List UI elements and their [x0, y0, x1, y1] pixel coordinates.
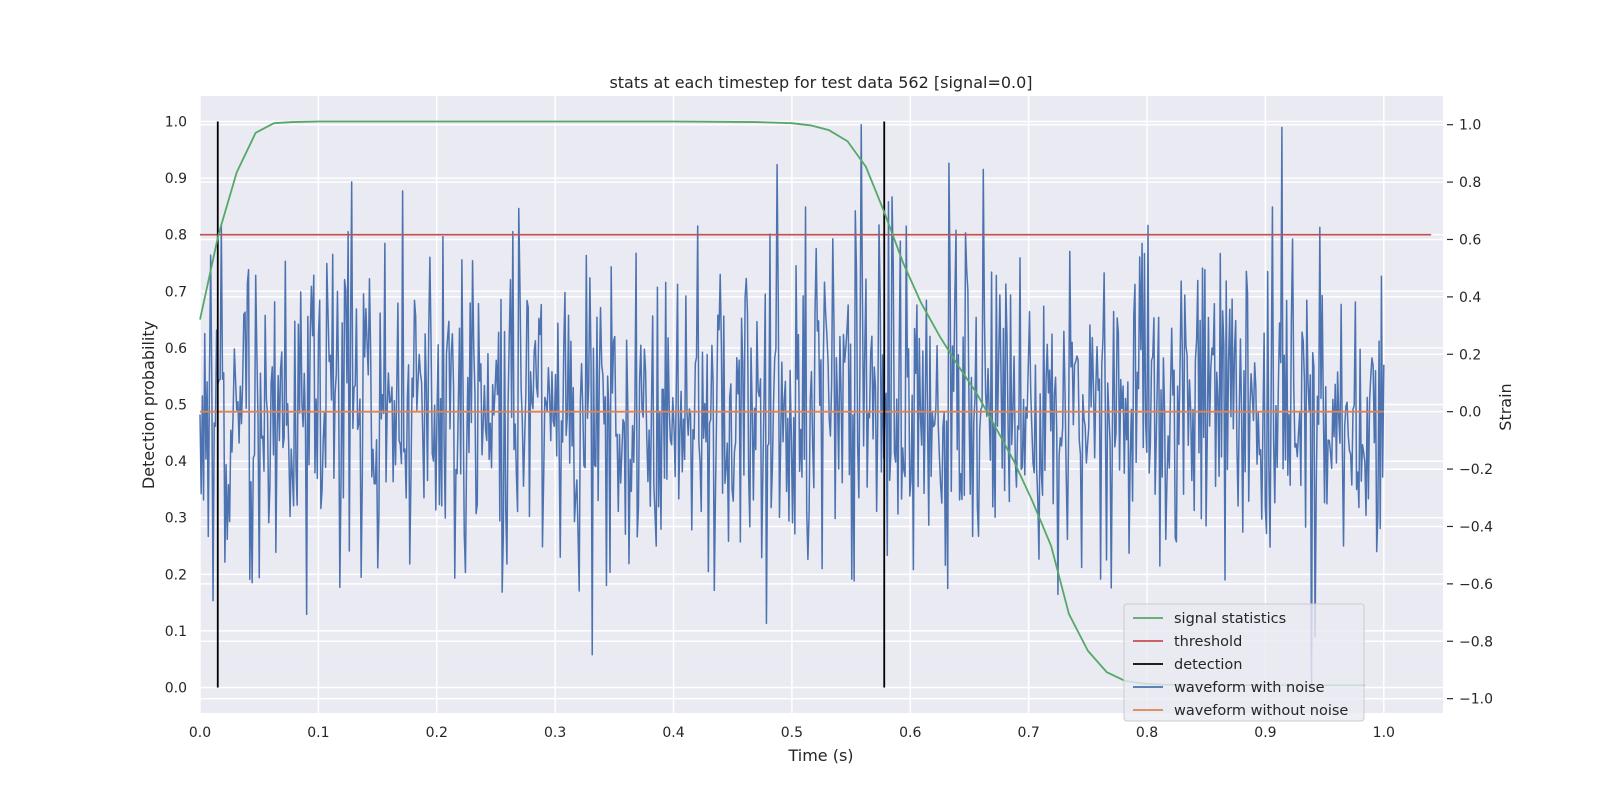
y-left-tick-label: 0.4 [165, 454, 187, 470]
y-left-tick-label: 0.6 [165, 341, 187, 357]
legend-label: signal statistics [1174, 611, 1286, 627]
x-tick-label: 1.0 [1373, 725, 1395, 741]
y-right-tick-label: −1.0 [1459, 692, 1493, 708]
y-left-tick-label: 1.0 [165, 114, 187, 130]
y-left-tick-label: 0.3 [165, 511, 187, 527]
y-right-tick-label: 0.6 [1459, 232, 1481, 248]
y-left-tick-label: 0.2 [165, 567, 187, 583]
y-right-tick-label: −0.2 [1459, 462, 1493, 478]
x-tick-label: 0.4 [662, 725, 684, 741]
x-tick-label: 0.7 [1018, 725, 1040, 741]
legend: signal statistics threshold detection wavef… [1123, 603, 1365, 722]
x-tick-label: 0.0 [189, 725, 211, 741]
y-axis-right-label: Strain [1496, 383, 1515, 430]
axes: 0.0 0.1 0.2 0.3 0.4 0.5 0.6 0.7 0.8 0.9 1.0 0.0 0.1 0… [165, 114, 1493, 741]
y-left-tick-label: 0.0 [165, 681, 187, 697]
y-left-tick-label: 0.8 [165, 228, 187, 244]
x-tick-label: 0.8 [1136, 725, 1158, 741]
legend-label: detection [1174, 657, 1242, 673]
x-tick-label: 0.1 [307, 725, 329, 741]
series-signal-statistics [199, 120, 1365, 687]
x-tick-label: 0.9 [1254, 725, 1276, 741]
y-right-tick-label: 0.4 [1459, 290, 1481, 306]
y-left-tick-label: 0.1 [165, 624, 187, 640]
legend-label: waveform with noise [1174, 680, 1325, 696]
y-right-tick-label: 1.0 [1459, 118, 1481, 134]
chart-title: stats at each timestep for test data 562… [609, 73, 1032, 92]
y-left-tick-label: 0.7 [165, 284, 187, 300]
x-axis-label: Time (s) [787, 746, 853, 765]
legend-label: threshold [1174, 634, 1242, 650]
y-right-tick-label: −0.8 [1459, 634, 1493, 650]
x-tick-label: 0.3 [544, 725, 566, 741]
x-tick-label: 0.5 [781, 725, 803, 741]
series-layer [199, 120, 1432, 688]
y-right-tick-label: −0.6 [1459, 577, 1493, 593]
y-right-tick-label: −0.4 [1459, 519, 1493, 535]
x-tick-label: 0.6 [899, 725, 921, 741]
legend-box [1123, 603, 1365, 722]
y-right-tick-label: 0.2 [1459, 347, 1481, 363]
y-left-tick-label: 0.5 [165, 398, 187, 414]
y-right-tick-label: 0.0 [1459, 405, 1481, 421]
legend-label: waveform without noise [1174, 703, 1348, 719]
x-tick-label: 0.2 [426, 725, 448, 741]
y-left-tick-label: 0.9 [165, 171, 187, 187]
y-right-tick-label: 0.8 [1459, 175, 1481, 191]
y-axis-left-label: Detection probability [139, 321, 158, 489]
series-waveform-with-noise [199, 123, 1385, 688]
